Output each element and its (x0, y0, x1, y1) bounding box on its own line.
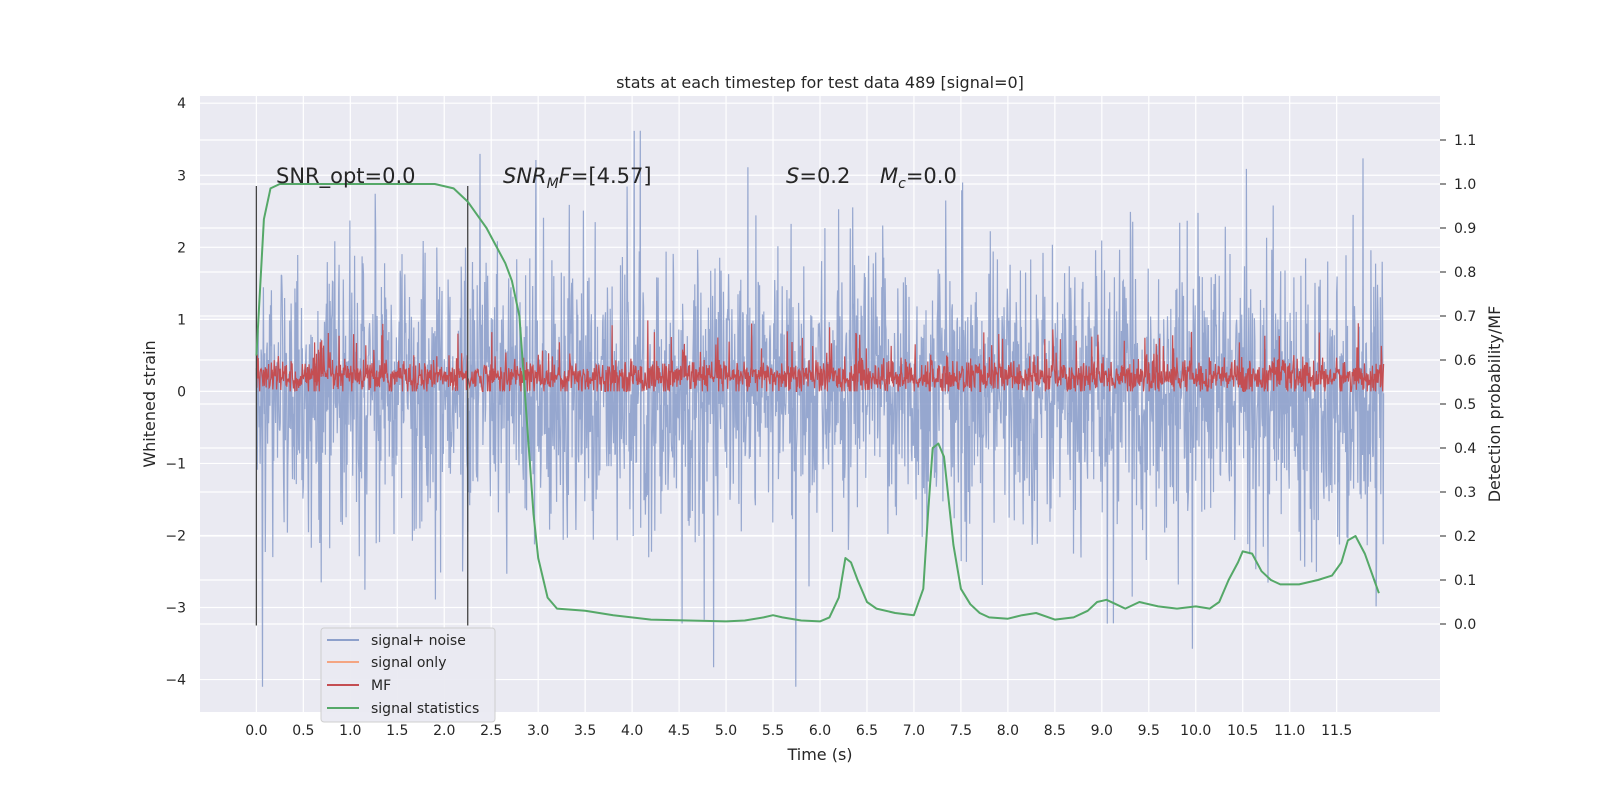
mc-subscript: c (898, 176, 906, 192)
x-tick-label: 9.5 (1138, 723, 1160, 739)
legend: signal+ noise signal only MF signal stat… (320, 627, 496, 723)
y-right-ticks: 1.1 1.0 0.9 0.8 0.7 0.6 0.5 0.4 0.3 0.2 0.1 0.0 (1440, 133, 1476, 633)
legend-label-signal-noise: signal+ noise (371, 633, 466, 649)
y-left-tick-label: −1 (165, 456, 186, 472)
vertical-markers (255, 186, 469, 626)
x-tick-label: 3.0 (527, 723, 549, 739)
y-right-tick-label: 0.0 (1454, 617, 1476, 633)
x-tick-label: 6.0 (809, 723, 831, 739)
y-left-tick-label: 0 (177, 384, 186, 400)
mf-line (255, 320, 1385, 392)
x-tick-label: 6.5 (856, 723, 878, 739)
y-left-tick-label: 4 (177, 96, 186, 112)
y-right-tick-label: 0.2 (1454, 529, 1476, 545)
signal-statistics-series (255, 183, 1380, 623)
signal-noise-line (255, 130, 1385, 687)
y-left-tick-label: −4 (165, 673, 186, 689)
y-right-tick-label: 0.6 (1454, 353, 1476, 369)
x-tick-label: 3.5 (574, 723, 596, 739)
y-right-tick-label: 0.3 (1454, 485, 1476, 501)
snr-mf-annotation: SNRMF=[4.57] (503, 164, 652, 192)
snr-mf-subscript: M (547, 176, 559, 192)
y-left-tick-label: 3 (177, 168, 186, 184)
y-right-axis-label: Detection probability/MF (1485, 306, 1504, 503)
x-tick-label: 11.5 (1321, 723, 1352, 739)
x-tick-label: 4.5 (668, 723, 690, 739)
y-right-tick-label: 0.7 (1454, 309, 1476, 325)
s-symbol: S (786, 164, 799, 188)
legend-label-signal-only: signal only (371, 655, 446, 671)
x-ticks: 0.0 0.5 1.0 1.5 2.0 2.5 3.0 3.5 4.0 4.5 5.0 5.5 6.0 6… (245, 723, 1352, 739)
snr-opt-annotation: SNR_opt=0.0 (276, 164, 416, 189)
y-left-axis-label: Whitened strain (140, 340, 159, 467)
x-tick-label: 2.0 (433, 723, 455, 739)
y-right-tick-label: 1.1 (1454, 133, 1476, 149)
mc-symbol: M (880, 164, 898, 188)
x-tick-label: 10.0 (1180, 723, 1211, 739)
x-tick-label: 8.5 (1044, 723, 1066, 739)
y-right-tick-label: 0.9 (1454, 221, 1476, 237)
y-right-tick-label: 0.4 (1454, 441, 1476, 457)
x-tick-label: 0.0 (245, 723, 267, 739)
x-axis-label: Time (s) (786, 745, 852, 764)
signal-statistics-line (255, 183, 1380, 623)
snr-mf-prefix: SNR (503, 164, 547, 188)
x-tick-label: 9.0 (1091, 723, 1113, 739)
signal-noise-series (255, 130, 1385, 687)
snr-mf-letter: F (559, 164, 572, 188)
s-annotation: S=0.2 (786, 164, 850, 188)
mc-value: =0.0 (906, 164, 957, 188)
mc-annotation: Mc=0.0 (880, 164, 957, 192)
y-left-tick-label: −3 (165, 601, 186, 617)
x-tick-label: 5.5 (762, 723, 784, 739)
x-tick-label: 4.0 (621, 723, 643, 739)
legend-label-mf: MF (371, 678, 391, 694)
mf-series (255, 320, 1385, 392)
y-left-tick-label: 2 (177, 240, 186, 256)
x-tick-label: 7.5 (950, 723, 972, 739)
x-tick-label: 7.0 (903, 723, 925, 739)
legend-label-signal-statistics: signal statistics (371, 701, 479, 717)
x-tick-label: 10.5 (1227, 723, 1258, 739)
y-left-ticks: 4 3 2 1 0 −1 −2 −3 −4 (165, 96, 186, 688)
x-tick-label: 8.0 (997, 723, 1019, 739)
s-value: =0.2 (799, 164, 850, 188)
x-tick-label: 0.5 (292, 723, 314, 739)
y-right-tick-label: 0.8 (1454, 265, 1476, 281)
y-left-tick-label: 1 (177, 312, 186, 328)
chart-title: stats at each timestep for test data 489… (616, 73, 1024, 92)
y-right-tick-label: 1.0 (1454, 177, 1476, 193)
x-tick-label: 1.0 (339, 723, 361, 739)
y-right-tick-label: 0.1 (1454, 573, 1476, 589)
x-tick-label: 5.0 (715, 723, 737, 739)
x-tick-label: 1.5 (386, 723, 408, 739)
x-tick-label: 2.5 (480, 723, 502, 739)
y-left-tick-label: −2 (165, 528, 186, 544)
snr-mf-value: =[4.57] (571, 164, 652, 188)
y-right-tick-label: 0.5 (1454, 397, 1476, 413)
x-tick-label: 11.0 (1274, 723, 1305, 739)
